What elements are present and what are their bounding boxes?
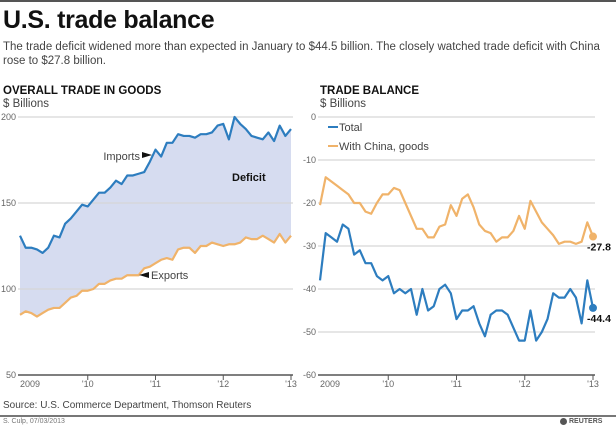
x-tick-label: '10 (82, 379, 94, 389)
x-tick-label: '11 (150, 379, 161, 389)
total-end-dot (589, 303, 597, 312)
china-end-dot (589, 232, 597, 241)
y-tick-label: 150 (1, 198, 16, 208)
y-tick-label: 0 (311, 112, 316, 122)
bottom-rule (0, 415, 616, 417)
legend-total-label: Total (339, 122, 362, 134)
x-tick-label: '11 (451, 379, 462, 389)
y-tick-label: -20 (303, 198, 316, 208)
page-subtitle: The trade deficit widened more than expe… (3, 41, 600, 67)
x-tick-label: '13 (285, 379, 297, 389)
source-note: Source: U.S. Commerce Department, Thomso… (3, 400, 252, 411)
reuters-logo-text: REUTERS (569, 418, 603, 425)
china-end-label: -27.8 (587, 242, 611, 254)
exports-annotation: Exports (151, 270, 189, 282)
imports-line (19, 115, 292, 254)
y-tick-label: -50 (303, 327, 316, 337)
left-chart-title: OVERALL TRADE IN GOODS (3, 85, 162, 97)
x-tick-label: 2009 (20, 379, 40, 389)
deficit-label: Deficit (232, 172, 266, 184)
left-chart-unit: $ Billions (3, 98, 50, 110)
reuters-logo: REUTERS (560, 418, 602, 425)
y-tick-label: 50 (6, 370, 16, 380)
x-tick-label: '13 (587, 379, 599, 389)
credit-note: S. Culp, 07/03/2013 (3, 418, 65, 425)
y-tick-label: -60 (303, 370, 316, 380)
y-tick-label: -40 (303, 284, 316, 294)
top-rule (0, 0, 616, 2)
x-tick-label: '12 (519, 379, 531, 389)
imports-arrow-icon (142, 152, 152, 158)
y-tick-label: 200 (1, 112, 16, 122)
legend-china-label: With China, goods (339, 141, 429, 153)
x-tick-label: '10 (382, 379, 394, 389)
y-tick-label: -10 (303, 155, 316, 165)
x-tick-label: 2009 (320, 379, 340, 389)
imports-annotation: Imports (103, 151, 140, 163)
page-title: U.S. trade balance (3, 6, 215, 34)
exports-line (19, 232, 292, 318)
right-chart-unit: $ Billions (320, 98, 367, 110)
total-line (318, 223, 595, 342)
deficit-area (20, 117, 291, 317)
china-line (318, 176, 595, 245)
right-chart-title: TRADE BALANCE (320, 85, 420, 97)
reuters-logo-icon (560, 418, 567, 425)
total-end-label: -44.4 (587, 313, 611, 325)
y-tick-label: -30 (303, 241, 316, 251)
y-tick-label: 100 (1, 284, 16, 294)
exports-arrow-icon (139, 272, 149, 278)
x-tick-label: '12 (217, 379, 229, 389)
